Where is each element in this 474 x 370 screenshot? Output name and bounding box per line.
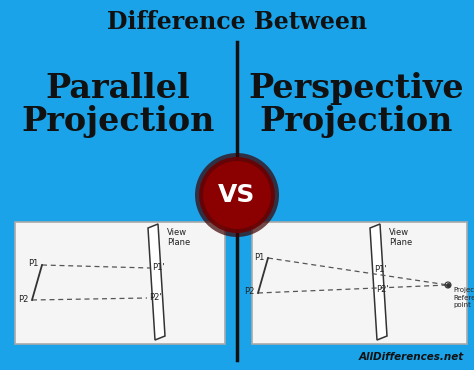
Circle shape bbox=[195, 153, 279, 237]
Text: P1: P1 bbox=[255, 252, 265, 262]
Text: P2': P2' bbox=[149, 293, 162, 302]
FancyBboxPatch shape bbox=[15, 222, 225, 344]
Text: Projection
Reference
point: Projection Reference point bbox=[453, 287, 474, 308]
Text: Difference Between: Difference Between bbox=[107, 10, 367, 34]
Text: VS: VS bbox=[219, 183, 255, 207]
Text: P1': P1' bbox=[152, 262, 164, 272]
Text: Perspective
Projection: Perspective Projection bbox=[248, 72, 464, 138]
Text: View
Plane: View Plane bbox=[167, 228, 190, 248]
Polygon shape bbox=[148, 224, 165, 340]
Text: P1': P1' bbox=[374, 265, 387, 273]
Circle shape bbox=[203, 161, 271, 229]
FancyBboxPatch shape bbox=[252, 222, 467, 344]
Text: View
Plane: View Plane bbox=[389, 228, 412, 248]
Text: P1: P1 bbox=[28, 259, 39, 269]
Text: P2': P2' bbox=[376, 286, 389, 295]
Text: P2: P2 bbox=[245, 287, 255, 296]
Text: Parallel
Projection: Parallel Projection bbox=[21, 72, 215, 138]
Polygon shape bbox=[370, 224, 387, 340]
Text: P2: P2 bbox=[18, 295, 29, 303]
Text: AllDifferences.net: AllDifferences.net bbox=[359, 352, 464, 362]
Circle shape bbox=[199, 157, 275, 233]
